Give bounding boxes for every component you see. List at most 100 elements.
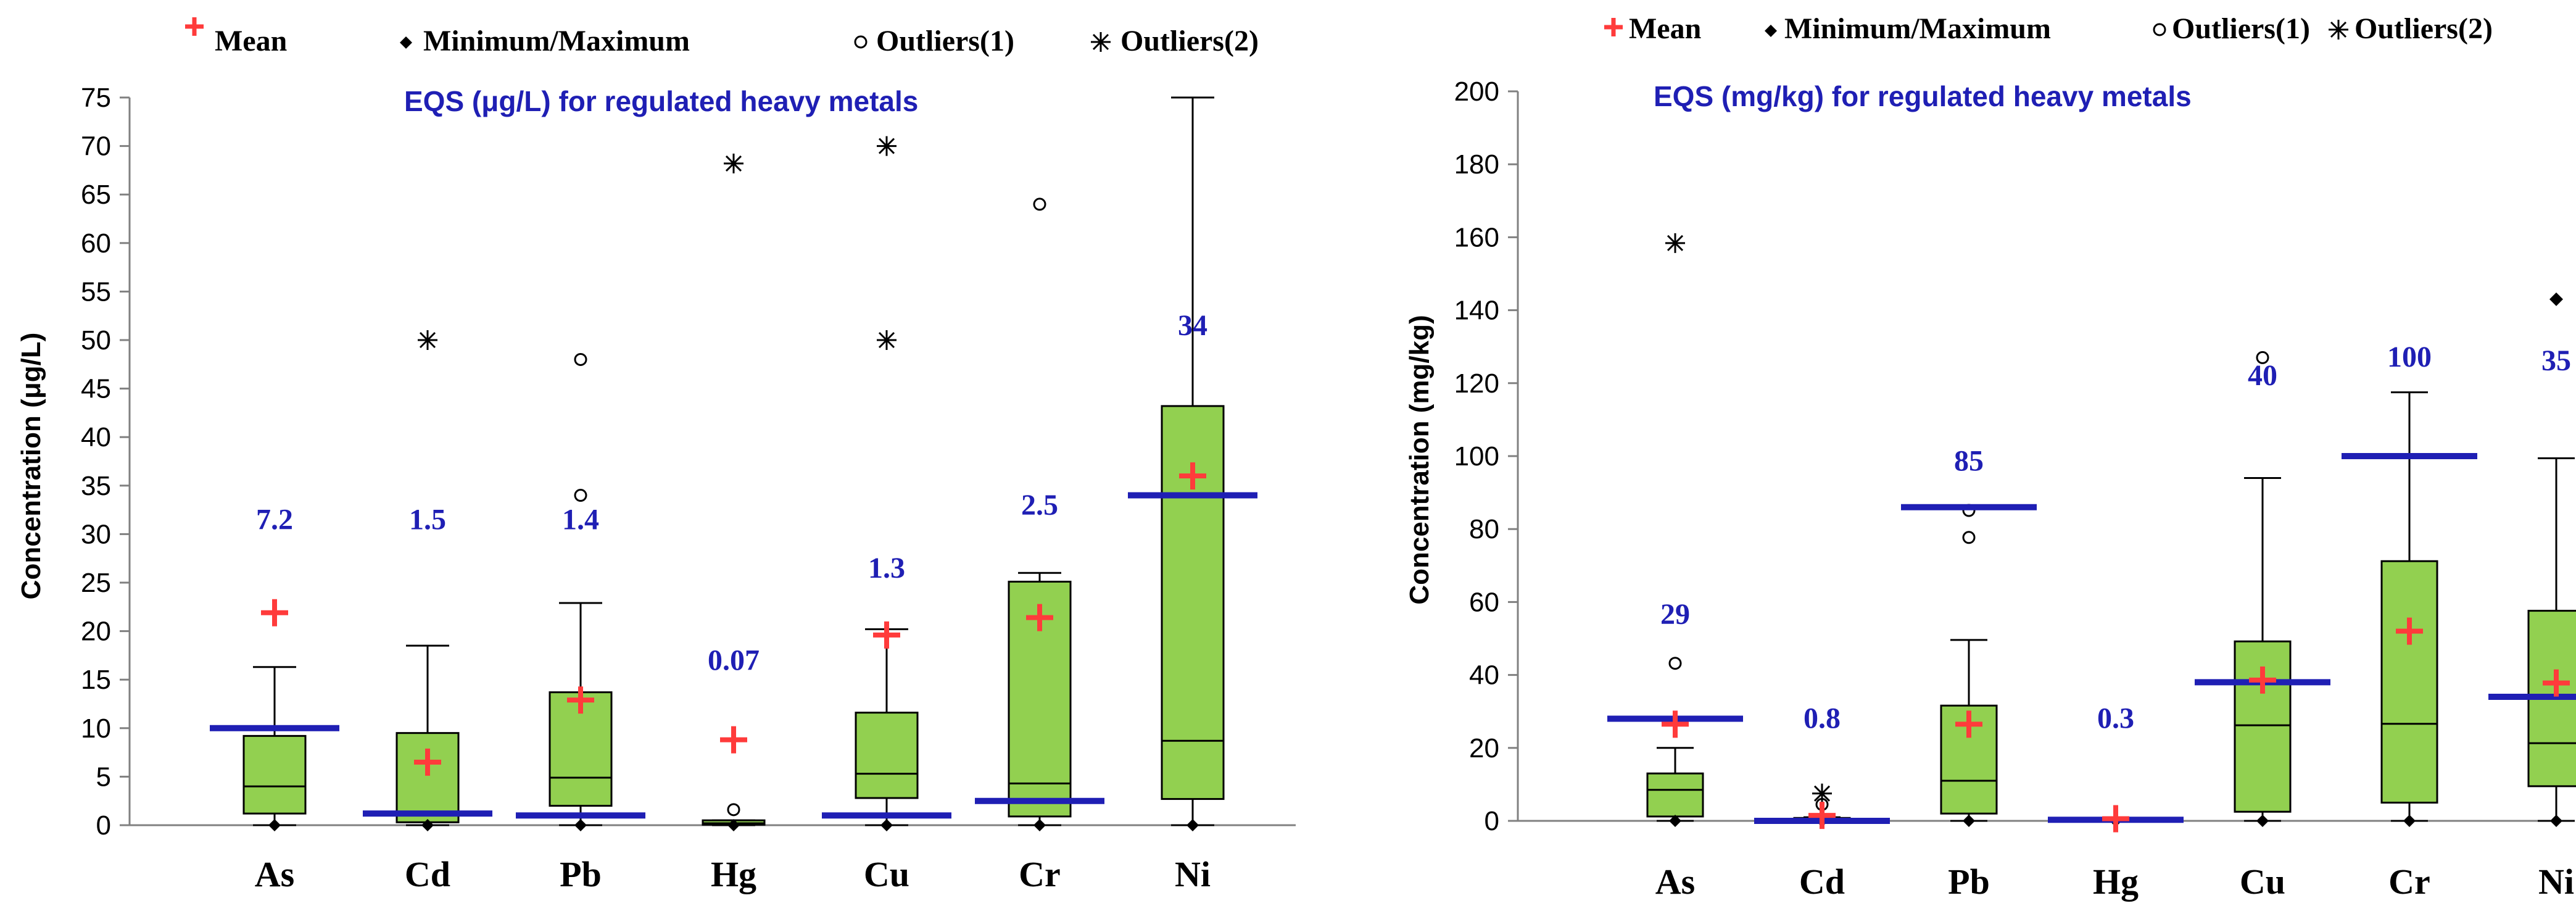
mean-marker bbox=[1179, 462, 1206, 490]
legend-minmax-label: Minimum/Maximum bbox=[1784, 12, 2051, 45]
outlier-1 bbox=[1033, 198, 1046, 211]
y-tick-label: 100 bbox=[1454, 441, 1499, 472]
box-Cr bbox=[2380, 560, 2438, 804]
outlier-1 bbox=[727, 803, 740, 817]
eqs-label: 0.3 bbox=[2097, 702, 2134, 734]
legend-minmax-icon bbox=[1765, 25, 1777, 37]
category-label: Cu bbox=[2240, 862, 2285, 902]
min-marker bbox=[1033, 819, 1046, 831]
outlier-1 bbox=[574, 489, 587, 502]
outlier-1 bbox=[1962, 531, 1976, 544]
mean-marker bbox=[1026, 604, 1053, 631]
category-label: Ni bbox=[2538, 862, 2574, 902]
category-label: As bbox=[1655, 862, 1695, 902]
y-tick-label: 30 bbox=[81, 519, 111, 549]
outlier-2 bbox=[877, 330, 897, 350]
box-As bbox=[1646, 772, 1704, 818]
legend-minmax-label: Minimum/Maximum bbox=[423, 25, 690, 57]
y-tick-label: 160 bbox=[1454, 222, 1499, 252]
min-marker bbox=[421, 819, 434, 831]
y-tick-label: 80 bbox=[1469, 514, 1499, 544]
legend-left: Mean Minimum/Maximum Outliers(1) Outlier… bbox=[185, 17, 1259, 57]
outlier-2 bbox=[1812, 783, 1832, 804]
max-marker bbox=[2549, 292, 2563, 306]
eqs-label: 1.3 bbox=[868, 552, 905, 584]
min-marker bbox=[1963, 815, 1975, 827]
chart-title: EQS (μg/L) for regulated heavy metals bbox=[404, 85, 918, 117]
eqs-label: 2.5 bbox=[1021, 489, 1058, 522]
min-marker bbox=[2550, 815, 2562, 827]
outlier-1 bbox=[574, 352, 587, 366]
mean-marker bbox=[2249, 666, 2276, 694]
legend-right: Mean Minimum/Maximum Outliers(1) Outlier… bbox=[1604, 12, 2493, 45]
category-label: Cr bbox=[2388, 862, 2430, 902]
outlier-2 bbox=[877, 136, 897, 156]
legend-mean-label: Mean bbox=[1629, 12, 1701, 45]
min-marker bbox=[727, 819, 740, 831]
outlier-1 bbox=[1668, 657, 1682, 670]
y-tick-label: 25 bbox=[81, 568, 111, 598]
mean-marker bbox=[1662, 710, 1689, 738]
eqs-label: 34 bbox=[1178, 309, 1207, 342]
legend-outliers2-label: Outliers(2) bbox=[2354, 12, 2493, 45]
mean-marker bbox=[2102, 805, 2129, 833]
category-label: Hg bbox=[2093, 862, 2139, 902]
category-label: Cr bbox=[1019, 854, 1061, 894]
eqs-label: 0.8 bbox=[1804, 702, 1841, 734]
category-label: Cu bbox=[864, 854, 909, 894]
chart-title: EQS (mg/kg) for regulated heavy metals bbox=[1654, 80, 2192, 112]
min-marker bbox=[2403, 815, 2416, 827]
legend-outliers1-icon bbox=[854, 35, 868, 49]
eqs-label: 100 bbox=[2387, 341, 2432, 373]
y-tick-label: 5 bbox=[96, 762, 111, 792]
box-As bbox=[242, 734, 307, 815]
outlier-2 bbox=[724, 153, 743, 173]
y-tick-label: 0 bbox=[1485, 806, 1499, 836]
box-Cu bbox=[855, 712, 919, 799]
mean-marker bbox=[2396, 617, 2423, 645]
y-tick-label: 35 bbox=[81, 471, 111, 501]
eqs-label: 1.5 bbox=[409, 504, 446, 536]
legend-outliers2-icon bbox=[2329, 20, 2348, 40]
y-tick-label: 20 bbox=[1469, 733, 1499, 763]
y-tick-label: 0 bbox=[96, 810, 111, 841]
category-label: Hg bbox=[711, 854, 756, 894]
legend-mean-icon bbox=[1604, 18, 1623, 36]
category-label: Cd bbox=[1799, 862, 1845, 902]
y-axis-label: Concentration (μg/L) bbox=[16, 333, 46, 600]
y-tick-label: 140 bbox=[1454, 296, 1499, 326]
category-label: Pb bbox=[1948, 862, 1990, 902]
y-tick-label: 180 bbox=[1454, 149, 1499, 180]
eqs-label: 0.07 bbox=[708, 644, 760, 676]
legend-outliers2-icon bbox=[1091, 32, 1111, 52]
y-tick-label: 40 bbox=[81, 422, 111, 452]
mean-marker bbox=[567, 686, 594, 714]
y-tick-label: 40 bbox=[1469, 660, 1499, 691]
outlier-1 bbox=[2256, 351, 2269, 364]
y-tick-label: 20 bbox=[81, 617, 111, 647]
mean-marker bbox=[261, 599, 288, 626]
mean-marker bbox=[1808, 802, 1836, 830]
eqs-label: 40 bbox=[2248, 359, 2277, 392]
legend-outliers2-label: Outliers(2) bbox=[1120, 25, 1259, 57]
mean-marker bbox=[1955, 710, 1982, 738]
y-tick-label: 10 bbox=[81, 713, 111, 744]
min-marker bbox=[880, 819, 893, 831]
legend-outliers1-label: Outliers(1) bbox=[2172, 12, 2310, 45]
mean-marker bbox=[720, 726, 747, 754]
y-tick-label: 70 bbox=[81, 131, 111, 162]
outlier-2 bbox=[1665, 233, 1685, 253]
y-tick-label: 50 bbox=[81, 325, 111, 356]
y-tick-label: 75 bbox=[81, 83, 111, 113]
category-label: Pb bbox=[560, 854, 602, 894]
y-tick-label: 60 bbox=[81, 228, 111, 259]
category-label: Cd bbox=[405, 854, 450, 894]
eqs-label: 7.2 bbox=[256, 504, 293, 536]
y-tick-label: 15 bbox=[81, 665, 111, 695]
box-Cd bbox=[396, 732, 460, 823]
y-axis-label: Concentration (mg/kg) bbox=[1404, 315, 1435, 604]
outlier-2 bbox=[418, 330, 437, 350]
eqs-label: 35 bbox=[2541, 344, 2571, 377]
category-label: Ni bbox=[1175, 854, 1211, 894]
